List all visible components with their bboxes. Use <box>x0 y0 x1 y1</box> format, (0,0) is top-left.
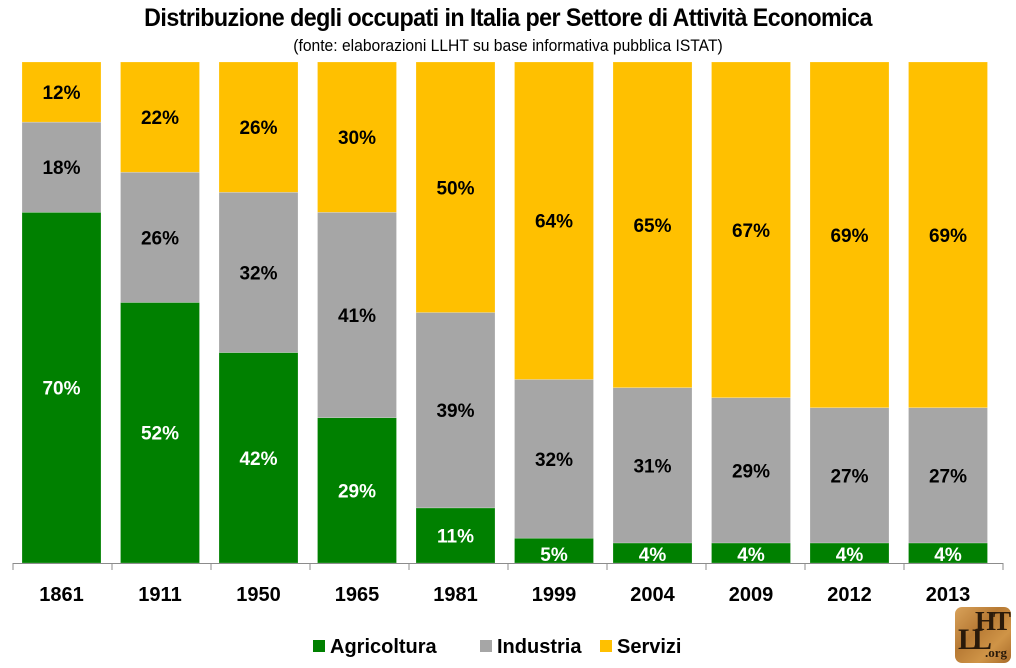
legend-swatch-industria <box>480 640 492 652</box>
bar-segment-agricoltura-1950 <box>218 352 299 564</box>
bar-segment-industria-2004 <box>612 387 693 544</box>
data-label-servizi-2013: 69% <box>929 226 967 247</box>
bar-segment-servizi-1999 <box>514 61 594 380</box>
data-label-industria-1861: 18% <box>42 158 80 179</box>
bar-segment-agricoltura-1981 <box>415 507 496 564</box>
llht-logo: LL HT .org <box>955 607 1011 663</box>
bar-segment-agricoltura-1965 <box>317 417 397 564</box>
x-tick-label-2009: 2009 <box>729 584 774 606</box>
x-tick-label-1965: 1965 <box>335 584 380 606</box>
data-label-agricoltura-2013: 4% <box>934 545 962 566</box>
data-label-agricoltura-2004: 4% <box>639 545 667 566</box>
data-label-industria-1950: 32% <box>239 263 277 284</box>
x-tick-label-1911: 1911 <box>138 584 181 606</box>
chart-title: Distribuzione degli occupati in Italia p… <box>144 4 872 32</box>
bar-segment-industria-2012 <box>809 407 890 544</box>
bar-segment-industria-1981 <box>415 312 496 509</box>
logo-text-ht: HT <box>975 607 1011 636</box>
bar-segment-industria-2013 <box>908 407 988 544</box>
data-label-industria-1911: 26% <box>141 228 179 249</box>
bar-segment-servizi-1981 <box>415 61 496 313</box>
data-label-servizi-1950: 26% <box>239 118 277 139</box>
legend-label-servizi: Servizi <box>617 636 681 658</box>
data-label-industria-1999: 32% <box>535 450 573 471</box>
data-label-agricoltura-1911: 52% <box>141 424 179 445</box>
data-label-servizi-1911: 22% <box>141 108 179 129</box>
x-tick-label-2013: 2013 <box>926 584 971 606</box>
chart-subtitle: (fonte: elaborazioni LLHT su base inform… <box>293 36 723 55</box>
legend-label-industria: Industria <box>497 636 582 658</box>
bar-segment-servizi-1861 <box>21 61 102 123</box>
data-label-industria-2009: 29% <box>732 461 770 482</box>
data-label-servizi-1861: 12% <box>42 83 80 104</box>
bar-segment-servizi-2012 <box>809 61 890 408</box>
data-label-agricoltura-1965: 29% <box>338 481 376 502</box>
bar-segment-industria-1999 <box>514 379 594 539</box>
data-label-agricoltura-1950: 42% <box>239 449 277 470</box>
logo-text-org: .org <box>985 645 1008 660</box>
data-label-servizi-2004: 65% <box>633 216 671 237</box>
legend-swatch-agricoltura <box>313 640 325 652</box>
x-tick-label-1861: 1861 <box>39 584 84 606</box>
bar-segment-servizi-1950 <box>218 61 299 193</box>
data-label-agricoltura-2009: 4% <box>737 545 765 566</box>
x-tick-label-1981: 1981 <box>433 584 478 606</box>
bar-segment-servizi-1965 <box>317 61 397 213</box>
bar-segment-servizi-2004 <box>612 61 693 388</box>
data-label-agricoltura-1861: 70% <box>42 379 80 400</box>
data-label-industria-1981: 39% <box>436 401 474 422</box>
data-label-agricoltura-1999: 5% <box>540 545 568 566</box>
bar-segment-industria-1861 <box>21 121 102 213</box>
data-label-agricoltura-1981: 11% <box>437 526 474 547</box>
bar-segment-servizi-1911 <box>120 61 200 173</box>
bar-segment-agricoltura-1999 <box>514 537 594 564</box>
x-tick-label-2012: 2012 <box>827 584 872 606</box>
data-label-servizi-1999: 64% <box>535 212 573 233</box>
bar-segment-industria-2009 <box>711 397 791 544</box>
legend-label-agricoltura: Agricoltura <box>330 636 438 658</box>
x-tick-label-1999: 1999 <box>532 584 577 606</box>
data-label-servizi-2012: 69% <box>830 226 868 247</box>
data-label-industria-1965: 41% <box>338 306 376 327</box>
data-label-agricoltura-2012: 4% <box>836 545 864 566</box>
x-tick-label-2004: 2004 <box>630 584 675 606</box>
bar-segment-agricoltura-1861 <box>21 212 102 564</box>
bar-segment-servizi-2013 <box>908 61 988 408</box>
bar-segment-industria-1911 <box>120 171 200 303</box>
data-label-servizi-2009: 67% <box>732 221 770 242</box>
data-label-servizi-1965: 30% <box>338 128 376 149</box>
x-tick-label-1950: 1950 <box>236 584 281 606</box>
data-label-industria-2012: 27% <box>830 466 868 487</box>
data-label-industria-2013: 27% <box>929 466 967 487</box>
bar-segment-servizi-2009 <box>711 61 791 398</box>
data-label-servizi-1981: 50% <box>436 178 474 199</box>
data-label-industria-2004: 31% <box>633 456 671 477</box>
legend-swatch-servizi <box>600 640 612 652</box>
bar-segment-industria-1965 <box>317 212 397 419</box>
